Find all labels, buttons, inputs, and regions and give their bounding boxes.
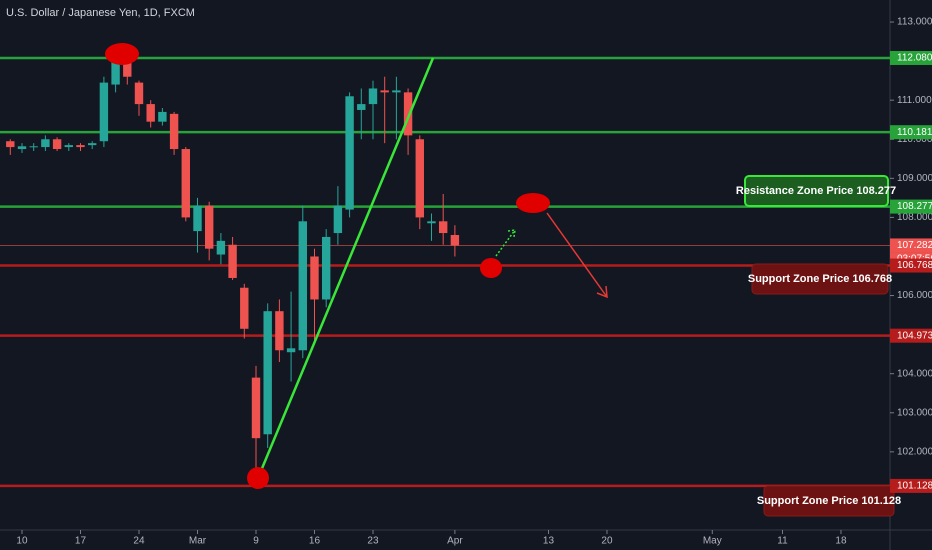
candle-body [427,221,436,224]
candle-body [321,236,331,300]
candle-body [438,221,448,234]
level-label: 108.277 [897,201,932,212]
level-label: 107.282 [897,240,932,251]
y-tick-label: 109.000 [897,173,932,184]
candle-body [450,234,460,246]
level-label: 104.973 [897,330,932,341]
x-tick-label: May [703,536,722,547]
candle-body [403,92,413,136]
y-tick-label: 103.000 [897,407,932,418]
annotation-box [763,485,895,517]
y-tick-label: 113.000 [897,17,932,28]
x-tick-label: 23 [367,536,379,547]
x-tick-label: 9 [253,536,259,547]
x-tick-label: Apr [447,536,463,547]
candle-body [181,149,190,218]
candle-body [99,82,109,142]
candle-body [134,82,144,105]
level-label-box [890,328,932,343]
candle-body [415,139,424,218]
level-label-box [890,478,932,493]
level-label: 110.181 [897,127,932,138]
candle-body [368,88,378,105]
x-tick-label: 20 [601,536,613,547]
x-tick-label: 16 [309,536,321,547]
x-tick-label: Mar [189,536,207,547]
x-tick-label: 24 [133,536,145,547]
x-tick-label: 11 [777,536,788,547]
arrow [495,229,516,257]
candle-body [345,96,354,210]
x-tick-label: 13 [543,536,555,547]
candle-body [204,205,214,249]
candle-body [87,143,97,146]
y-tick-label: 110.000 [897,134,932,145]
drawings [105,43,608,489]
candles [6,55,460,480]
candle-body [380,90,389,93]
candle-body [240,287,249,329]
candle-body [158,111,167,122]
annotation: Support Zone Price 101.128 [757,495,901,507]
y-tick-label: 111.000 [897,95,932,106]
level-label-box [890,125,932,140]
marker [247,467,269,489]
level-label-box [890,50,932,65]
marker [516,193,550,213]
candle-body [310,256,319,300]
candle-body [392,90,401,93]
level-label: 112.080 [897,53,932,64]
candle-body [6,141,15,148]
candle-body [52,139,62,150]
arrow [546,212,608,298]
candle-body [263,311,272,435]
candle-body [64,145,73,148]
level-label-box [890,199,932,214]
candle-body [29,146,38,148]
level-label: 101.128 [897,481,932,492]
candle-body [111,59,120,85]
annotation: Support Zone Price 106.768 [748,273,892,285]
y-tick-label: 106.000 [897,290,932,301]
marker [480,258,502,278]
candle-body [275,311,284,351]
level-label: 106.768 [897,260,932,271]
x-tick-label: 18 [835,536,847,547]
y-tick-label: 102.000 [897,446,932,457]
level-label-box [890,258,932,273]
annotation: Resistance Zone Price 108.277 [736,185,896,197]
candle-body [76,145,85,148]
candle-body [17,146,27,150]
candle-body [193,205,202,232]
candle-body [228,244,237,278]
candle-body [169,113,179,150]
candle-body [298,221,307,351]
candle-body [41,139,50,148]
x-tick-label: 17 [75,536,87,547]
candle-body [357,104,366,110]
candle-body [251,377,261,439]
y-tick-label: 108.000 [897,212,932,223]
chart-title: U.S. Dollar / Japanese Yen, 1D, FXCM [6,7,195,19]
candle-body [333,205,343,234]
marker [105,43,139,65]
trend-line [256,57,435,479]
annotation-box [744,175,889,207]
x-tick-label: 10 [16,536,28,547]
candle-body [123,59,132,77]
annotations: Resistance Zone Price 108.277 Support Zo… [736,175,901,517]
annotation-box [751,263,889,295]
levels [0,56,890,488]
y-tick-label: 104.000 [897,368,932,379]
level-label-box [890,238,932,253]
candle-body [216,240,226,255]
candle-body [286,348,296,353]
arrow-head [596,285,608,299]
candle-body [146,104,155,122]
